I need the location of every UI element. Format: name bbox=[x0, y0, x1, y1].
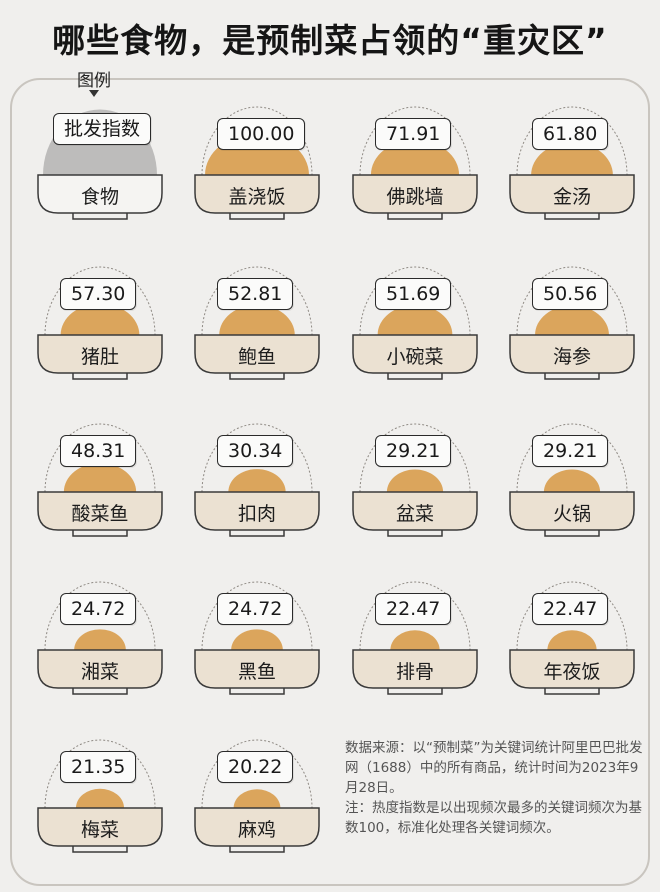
index-value-label: 24.72 bbox=[60, 593, 137, 625]
food-category-label: 小碗菜 bbox=[386, 346, 444, 368]
index-value-label: 50.56 bbox=[532, 278, 609, 310]
bowl-shape bbox=[194, 807, 320, 847]
food-bowl-item: 20.22 麻鸡 bbox=[192, 738, 322, 853]
index-value-label: 71.91 bbox=[375, 118, 452, 150]
index-fill-mark bbox=[60, 303, 140, 335]
legend-pointer-icon bbox=[89, 90, 99, 97]
food-category-label: 湘菜 bbox=[80, 661, 119, 683]
bowl-shape bbox=[37, 491, 163, 531]
food-bowl-item: 52.81 鲍鱼 bbox=[192, 265, 322, 380]
index-fill-mark bbox=[74, 629, 126, 650]
index-value-label: 21.35 bbox=[60, 751, 137, 783]
index-value-label: 61.80 bbox=[532, 118, 609, 150]
index-value-label: 52.81 bbox=[217, 278, 294, 310]
food-bowl-item: 29.21 火锅 bbox=[507, 422, 637, 537]
food-bowl-item: 61.80 金汤 bbox=[507, 105, 637, 220]
bowl-shape bbox=[194, 334, 320, 374]
index-value-label: 51.69 bbox=[375, 278, 452, 310]
food-bowl-item: 51.69 小碗菜 bbox=[350, 265, 480, 380]
index-fill-mark bbox=[228, 469, 286, 492]
legend-title: 图例 bbox=[77, 71, 111, 91]
food-category-label: 排骨 bbox=[395, 661, 434, 683]
food-category-label: 盖浇饭 bbox=[228, 186, 286, 208]
food-bowl-item: 57.30 猪肚 bbox=[35, 265, 165, 380]
bowl-shape bbox=[194, 491, 320, 531]
food-category-label: 年夜饭 bbox=[543, 661, 601, 683]
food-bowl-item: 71.91 佛跳墙 bbox=[350, 105, 480, 220]
index-value-label: 29.21 bbox=[375, 435, 452, 467]
index-value-label: 24.72 bbox=[217, 593, 294, 625]
food-category-label: 麻鸡 bbox=[237, 819, 276, 841]
index-fill-mark bbox=[231, 629, 283, 650]
food-bowl-item: 24.72 黑鱼 bbox=[192, 580, 322, 695]
index-value-label: 100.00 bbox=[217, 118, 306, 150]
index-fill-mark bbox=[547, 630, 597, 650]
index-fill-mark bbox=[75, 788, 125, 808]
index-value-label: 22.47 bbox=[375, 593, 452, 625]
index-value-label: 20.22 bbox=[217, 751, 294, 783]
bowl-shape bbox=[352, 174, 478, 214]
food-category-label: 猪肚 bbox=[80, 346, 119, 368]
bowl-shape bbox=[509, 491, 635, 531]
food-category-label: 金汤 bbox=[552, 186, 591, 208]
index-fill-mark bbox=[531, 142, 613, 175]
legend-food-label: 食物 bbox=[80, 186, 119, 208]
index-fill-mark bbox=[386, 469, 444, 492]
index-note: 注：热度指数是以出现频次最多的关键词频次为基数100，标准化处理各关键词频次。 bbox=[345, 800, 642, 836]
source-note: 数据来源：以“预制菜”为关键词统计阿里巴巴批发网（1688）中的所有商品，统计时… bbox=[345, 740, 643, 796]
index-fill-mark bbox=[390, 630, 440, 650]
food-category-label: 黑鱼 bbox=[237, 661, 276, 683]
food-category-label: 盆菜 bbox=[395, 503, 434, 525]
page-title: 哪些食物，是预制菜占领的“重灾区” bbox=[52, 21, 608, 60]
bowl-shape bbox=[37, 649, 163, 689]
bowl-shape bbox=[509, 174, 635, 214]
food-category-label: 扣肉 bbox=[237, 503, 276, 525]
bowl-shape bbox=[352, 649, 478, 689]
food-bowl-item: 48.31 酸菜鱼 bbox=[35, 422, 165, 537]
index-value-label: 48.31 bbox=[60, 435, 137, 467]
food-category-label: 海参 bbox=[552, 346, 591, 368]
food-bowl-item: 100.00 盖浇饭 bbox=[192, 105, 322, 220]
bowl-shape bbox=[509, 649, 635, 689]
food-category-label: 鲍鱼 bbox=[237, 346, 276, 368]
food-category-label: 佛跳墙 bbox=[386, 186, 444, 208]
index-value-label: 30.34 bbox=[217, 435, 294, 467]
index-value-label: 22.47 bbox=[532, 593, 609, 625]
index-fill-mark bbox=[535, 305, 609, 335]
food-category-label: 梅菜 bbox=[80, 819, 119, 841]
bowl-shape bbox=[37, 807, 163, 847]
food-bowl-item: 22.47 年夜饭 bbox=[507, 580, 637, 695]
food-bowl-item: 24.72 湘菜 bbox=[35, 580, 165, 695]
index-fill-mark bbox=[233, 789, 281, 808]
food-bowl-item: 50.56 海参 bbox=[507, 265, 637, 380]
legend-bowl: 批发指数 食物 bbox=[35, 105, 165, 220]
bowl-shape bbox=[37, 174, 163, 214]
index-fill-mark bbox=[543, 469, 601, 492]
bowl-shape bbox=[352, 491, 478, 531]
index-fill-mark bbox=[377, 305, 453, 335]
food-bowl-item: 29.21 盆菜 bbox=[350, 422, 480, 537]
index-value-label: 57.30 bbox=[60, 278, 137, 310]
legend-index-tag: 批发指数 bbox=[53, 113, 152, 145]
bowl-shape bbox=[509, 334, 635, 374]
food-bowl-item: 21.35 梅菜 bbox=[35, 738, 165, 853]
food-bowl-item: 30.34 扣肉 bbox=[192, 422, 322, 537]
bowl-shape bbox=[37, 334, 163, 374]
food-category-label: 火锅 bbox=[552, 503, 591, 525]
bowl-shape bbox=[352, 334, 478, 374]
bowl-shape bbox=[194, 649, 320, 689]
index-fill-mark bbox=[63, 463, 137, 492]
food-category-label: 酸菜鱼 bbox=[71, 503, 129, 525]
food-bowl-item: 22.47 排骨 bbox=[350, 580, 480, 695]
bowl-shape bbox=[194, 174, 320, 214]
index-fill-mark bbox=[219, 304, 295, 335]
index-value-label: 29.21 bbox=[532, 435, 609, 467]
